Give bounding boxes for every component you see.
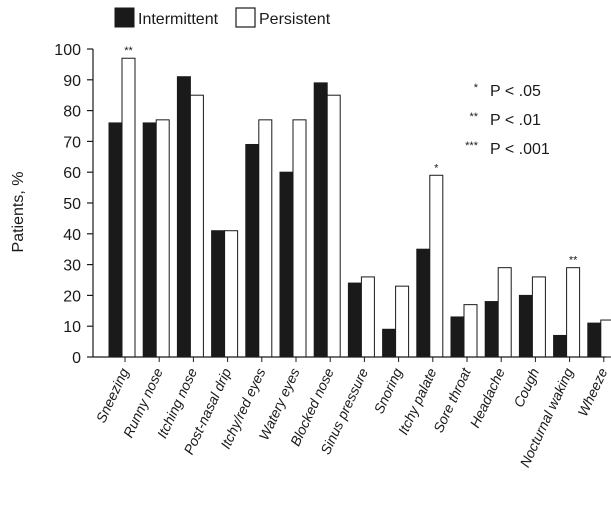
bar-persistent (155, 119, 170, 358)
significance-legend: * P < .05 ** P < .01 *** P < .001 (465, 82, 550, 158)
y-axis: 0 10 20 30 40 50 60 70 80 90 100 (54, 42, 94, 367)
bar-persistent (121, 57, 136, 358)
bars: ***** (108, 45, 611, 358)
significance-mark: ** (469, 111, 478, 123)
significance-label: P < .05 (490, 83, 541, 100)
bar-persistent (429, 174, 444, 358)
bar-persistent (497, 267, 512, 358)
y-axis-label: Patients, % (10, 172, 27, 253)
significance-annotation: ** (124, 45, 133, 57)
bar-persistent (395, 285, 410, 358)
y-tick-label: 30 (63, 258, 81, 275)
bar-intermittent (450, 316, 465, 358)
y-tick-label: 100 (54, 42, 81, 59)
bar-intermittent (416, 248, 431, 358)
bar-intermittent (142, 122, 157, 358)
bar-intermittent (279, 171, 294, 358)
bar-intermittent (484, 301, 499, 358)
bar-persistent (566, 267, 581, 358)
y-tick-label: 10 (63, 319, 81, 336)
y-tick-label: 90 (63, 73, 81, 90)
legend-label-persistent: Persistent (259, 11, 331, 28)
y-tick-label: 0 (72, 350, 81, 367)
y-tick-label: 60 (63, 165, 81, 182)
y-tick-label: 80 (63, 104, 81, 121)
bar-persistent (531, 276, 546, 358)
x-tick-label: Headache (466, 365, 508, 430)
x-tick-label: Wheeze (574, 365, 610, 419)
y-tick-label: 50 (63, 196, 81, 213)
bar-intermittent (313, 82, 328, 358)
bar-persistent (600, 319, 611, 358)
legend-label-intermittent: Intermittent (138, 11, 219, 28)
x-tick-label: Sneezing (93, 365, 132, 425)
bar-intermittent (587, 322, 602, 358)
bar-intermittent (382, 328, 397, 358)
bar-persistent (326, 94, 341, 358)
bar-persistent (224, 230, 239, 358)
significance-label: P < .001 (490, 141, 550, 158)
y-tick-label: 20 (63, 288, 81, 305)
y-tick-label: 70 (63, 134, 81, 151)
bar-intermittent (211, 230, 226, 358)
bar-persistent (463, 304, 478, 358)
chart-legend: Intermittent Persistent (114, 7, 331, 28)
bar-intermittent (347, 282, 362, 358)
bar-persistent (258, 119, 273, 358)
significance-label: P < .01 (490, 112, 541, 129)
bar-intermittent (245, 143, 260, 358)
significance-annotation: * (434, 162, 439, 174)
bar-intermittent (518, 294, 533, 358)
bar-persistent (292, 119, 307, 358)
x-tick-label: Cough (510, 365, 542, 409)
significance-annotation: ** (569, 255, 578, 267)
x-tick-label: Snoring (370, 365, 405, 416)
y-tick-label: 40 (63, 227, 81, 244)
significance-mark: *** (465, 140, 479, 152)
bar-persistent (360, 276, 375, 358)
legend-swatch-intermittent (114, 7, 135, 28)
legend-swatch-persistent (235, 7, 256, 28)
bar-intermittent (553, 334, 568, 358)
bar-intermittent (108, 122, 123, 358)
significance-mark: * (474, 82, 479, 94)
bar-persistent (189, 94, 204, 358)
bar-intermittent (176, 76, 191, 358)
